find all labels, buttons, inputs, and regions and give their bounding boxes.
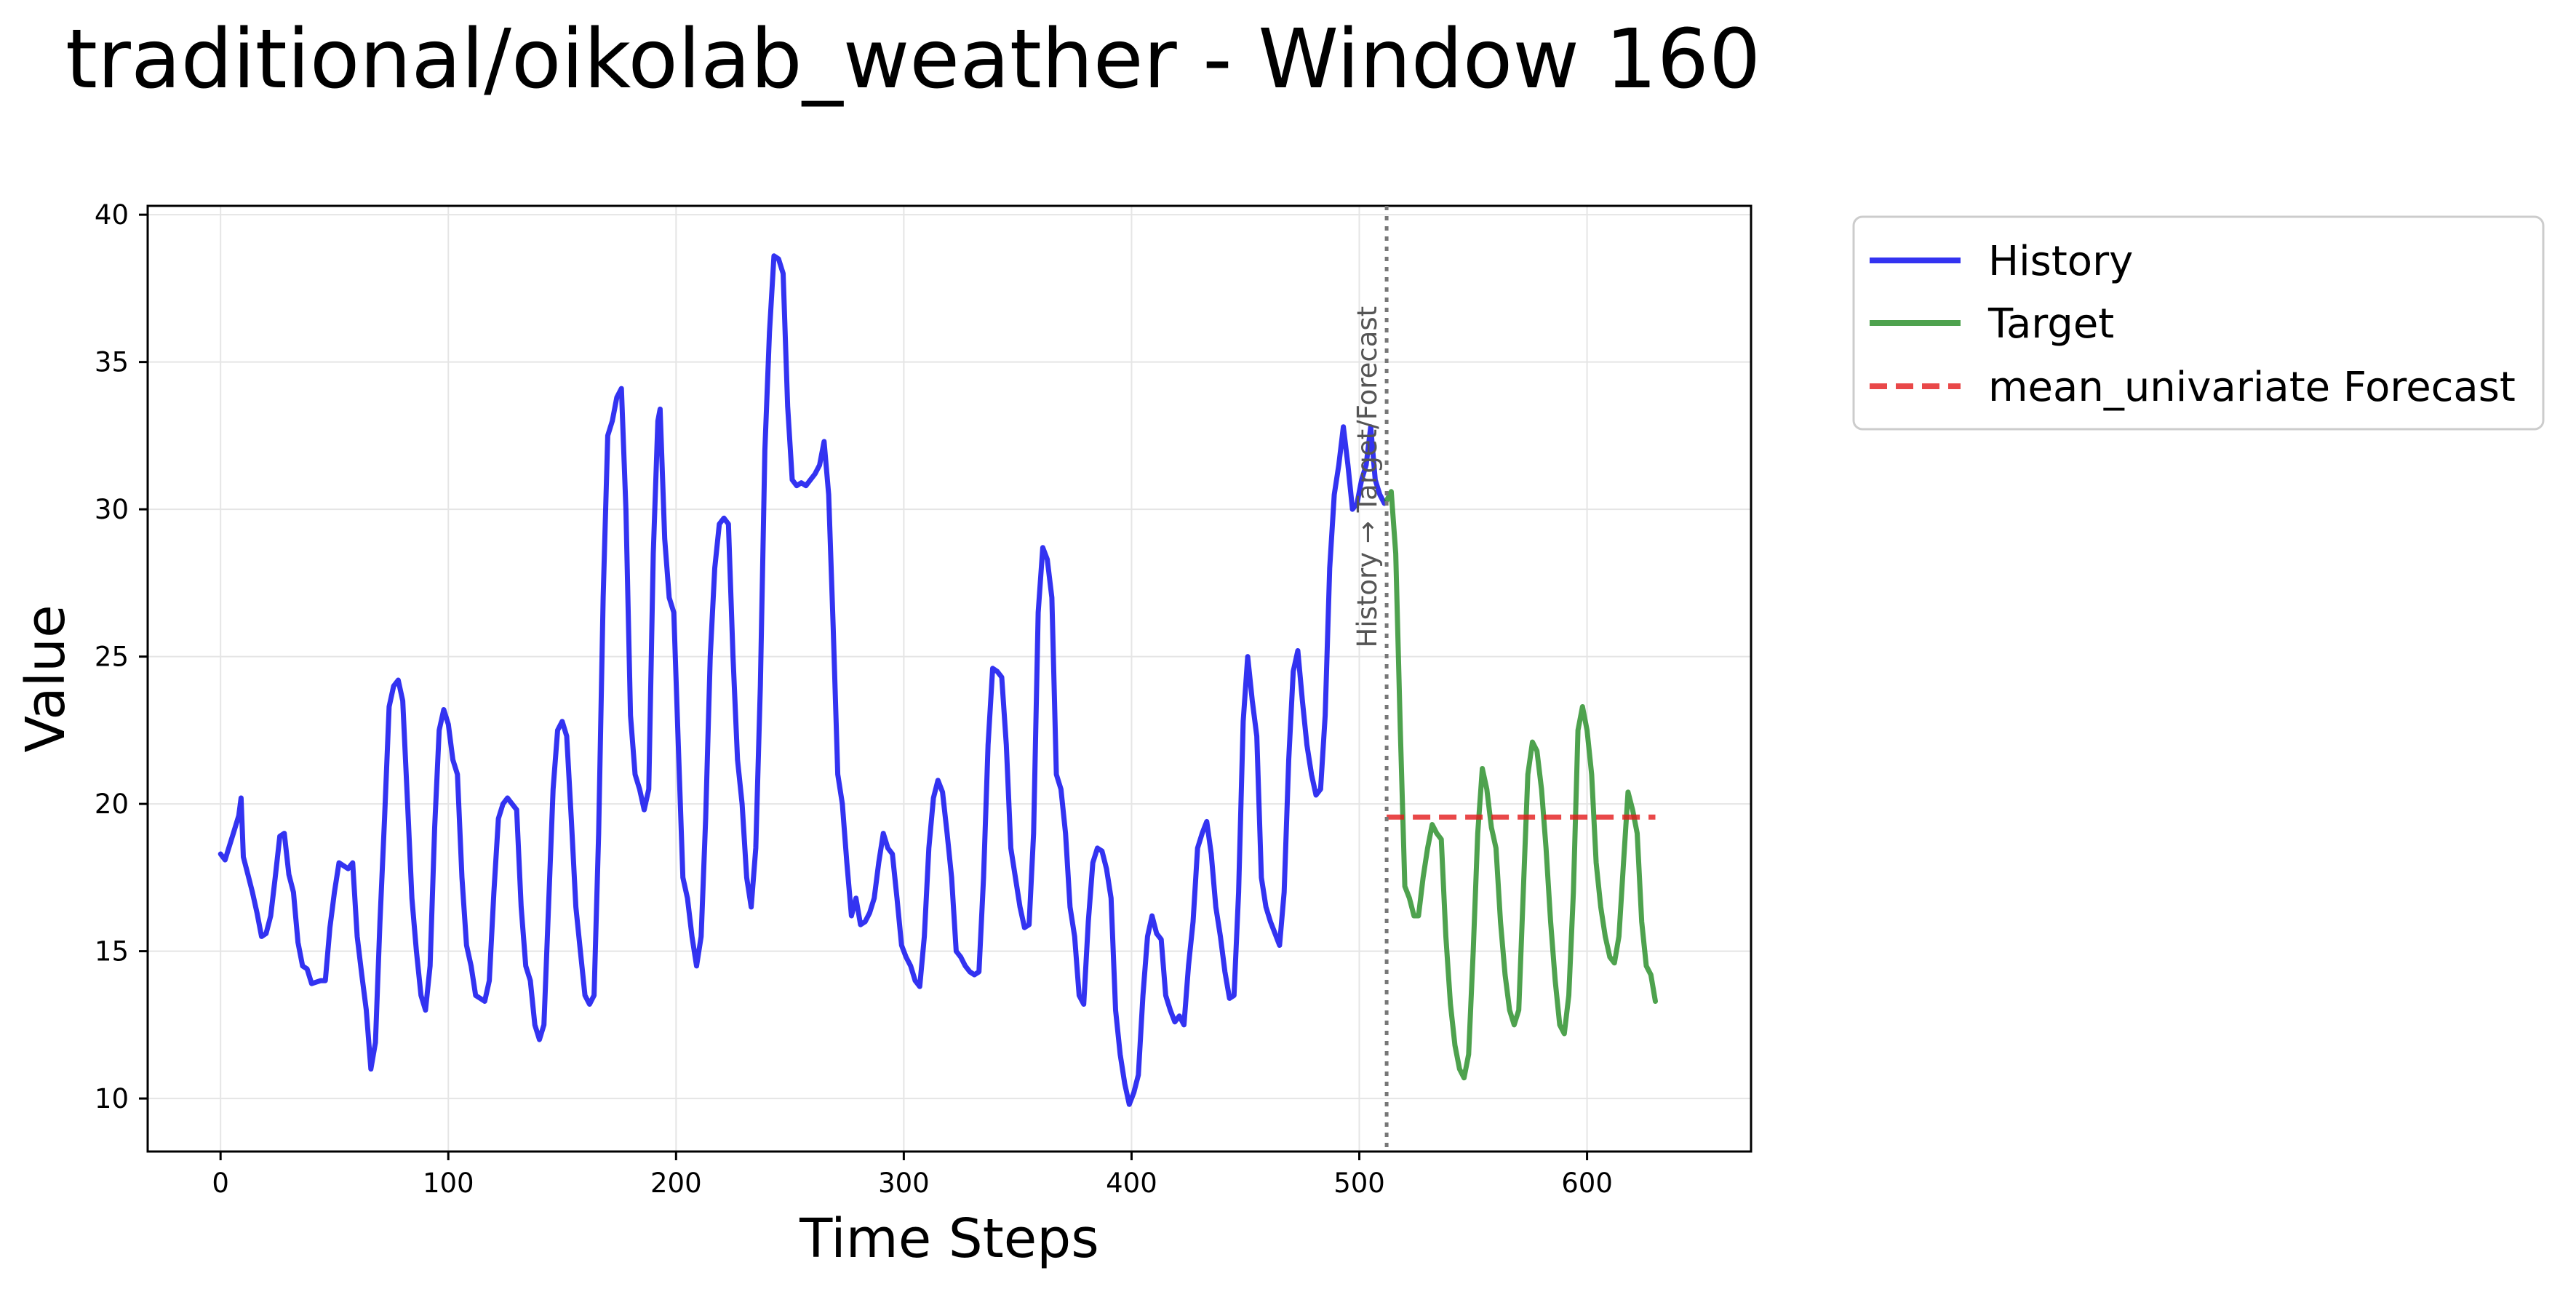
x-tick-label: 300 xyxy=(878,1168,930,1199)
x-tick-label: 600 xyxy=(1561,1168,1613,1199)
x-tick-label: 200 xyxy=(650,1168,702,1199)
grid-lines xyxy=(148,206,1751,1152)
y-tick-label: 30 xyxy=(95,494,129,525)
series-line-history xyxy=(218,253,1387,1107)
y-tick-label: 25 xyxy=(95,642,129,673)
y-tick-label: 20 xyxy=(95,789,129,820)
y-tick-label: 40 xyxy=(95,199,129,231)
legend-label-forecast: mean_univariate Forecast xyxy=(1988,364,2516,411)
y-axis-ticks: 10 15 20 25 30 35 40 xyxy=(95,199,148,1114)
chart-title: traditional/oikolab_weather - Window 160 xyxy=(65,12,1760,107)
split-label: History → Target/Forecast xyxy=(1352,306,1383,648)
legend: History Target mean_univariate Forecast xyxy=(1852,215,2545,431)
y-tick-label: 35 xyxy=(95,347,129,378)
plot-area xyxy=(146,204,1752,1153)
x-tick-label: 400 xyxy=(1106,1168,1157,1199)
y-tick-label: 15 xyxy=(95,936,129,967)
series-layer xyxy=(218,253,1658,1107)
legend-box xyxy=(1852,215,2545,431)
legend-label-history: History xyxy=(1988,238,2133,285)
x-axis-label: Time Steps xyxy=(799,1208,1099,1270)
legend-label-target: Target xyxy=(1987,300,2114,348)
x-axis-ticks: 0 100 200 300 400 500 600 xyxy=(212,1152,1613,1199)
x-tick-label: 0 xyxy=(212,1168,229,1199)
y-axis-label: Value xyxy=(15,604,77,752)
x-tick-label: 500 xyxy=(1333,1168,1385,1199)
series-line-target xyxy=(1384,489,1658,1081)
x-tick-label: 100 xyxy=(423,1168,474,1199)
y-tick-label: 10 xyxy=(95,1083,129,1114)
